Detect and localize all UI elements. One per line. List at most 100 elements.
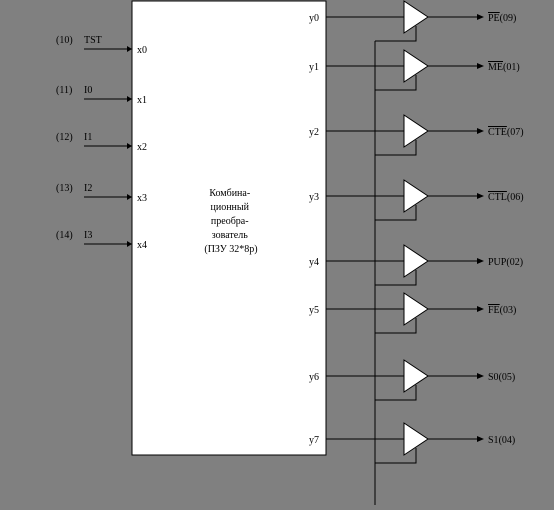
input-x3: (13) I2 x3 <box>56 183 147 204</box>
output-arrowhead-icon <box>477 128 484 134</box>
input-signal-name: TST <box>84 35 102 46</box>
tristate-buffer-icon <box>403 114 429 148</box>
output-y3: y3 CTL(06) <box>309 179 524 221</box>
output-pin-number: (07) <box>507 127 524 138</box>
output-port-label: y1 <box>309 62 319 73</box>
enable-tap-line <box>375 205 417 221</box>
combinational-block <box>131 0 327 456</box>
input-signal-name: I2 <box>84 183 92 194</box>
enable-tap-line <box>375 26 417 42</box>
input-port-label: x1 <box>137 95 147 106</box>
output-arrowhead-icon <box>477 63 484 69</box>
block-caption-line-1: Комбина- <box>209 188 250 199</box>
output-arrowhead-icon <box>477 193 484 199</box>
output-signal-label: S0(05) <box>488 372 515 383</box>
input-arrowhead-icon <box>127 241 132 247</box>
output-pin-number: (03) <box>500 305 517 316</box>
output-signal-label: CTE(07) <box>488 127 524 138</box>
output-arrowhead-icon <box>477 306 484 312</box>
output-signal-name: FE <box>488 305 500 316</box>
output-port-label: y3 <box>309 192 319 203</box>
output-y0: y0 PE(09) <box>309 0 516 42</box>
output-y6: y6 S0(05) <box>309 359 515 401</box>
enable-tap-line <box>375 448 417 464</box>
input-x2: (12) I1 x2 <box>56 132 147 153</box>
output-signal-label: S1(04) <box>488 435 515 446</box>
output-pin-number: (06) <box>507 192 524 203</box>
input-signal-name: I3 <box>84 230 92 241</box>
input-x1: (11) I0 x1 <box>56 85 147 106</box>
tristate-buffer-icon <box>403 0 429 34</box>
output-signal-name: PUP <box>488 257 507 268</box>
output-signal-label: PUP(02) <box>488 257 523 268</box>
enable-tap-line <box>375 75 417 91</box>
tristate-buffer-icon <box>403 422 429 456</box>
output-pin-number: (04) <box>499 435 516 446</box>
output-signal-name: CTL <box>488 192 507 203</box>
output-arrowhead-icon <box>477 436 484 442</box>
enable-tap-line <box>375 318 417 334</box>
input-pin-number: (13) <box>56 183 73 194</box>
output-port-label: y0 <box>309 13 319 24</box>
block-caption-line-5: (ПЗУ 32*8р) <box>204 244 257 255</box>
output-port-label: y6 <box>309 372 319 383</box>
output-pin-number: (01) <box>503 62 520 73</box>
enable-tap-line <box>375 385 417 401</box>
input-pin-number: (11) <box>56 85 72 96</box>
output-port-label: y5 <box>309 305 319 316</box>
block-caption-line-2: ционный <box>211 202 250 213</box>
output-y1: y1 ME(01) <box>309 49 520 91</box>
tristate-buffer-icon <box>403 179 429 213</box>
input-pin-number: (12) <box>56 132 73 143</box>
output-port-label: y2 <box>309 127 319 138</box>
output-y4: y4 PUP(02) <box>309 244 523 286</box>
outputs-layer: y0 PE(09)y1 ME(01)y2 CTE(07)y3 CTL(06)y4 PUP(… <box>309 0 524 464</box>
input-pin-number: (14) <box>56 230 73 241</box>
output-arrowhead-icon <box>477 373 484 379</box>
input-x0: (10) TST x0 <box>56 35 147 56</box>
input-x4: (14) I3 x4 <box>56 230 147 251</box>
output-arrowhead-icon <box>477 258 484 264</box>
output-signal-label: CTL(06) <box>488 192 524 203</box>
output-signal-label: FE(03) <box>488 305 516 316</box>
output-port-label: y7 <box>309 435 319 446</box>
input-signal-name: I0 <box>84 85 92 96</box>
output-signal-name: CTE <box>488 127 507 138</box>
enable-tap-line <box>375 140 417 156</box>
output-pin-number: (09) <box>500 13 517 24</box>
input-arrowhead-icon <box>127 46 132 52</box>
tristate-buffer-icon <box>403 49 429 83</box>
output-signal-name: S1 <box>488 435 499 446</box>
block-caption: Комбина- ционный преобра- зователь (ПЗУ … <box>204 188 257 255</box>
output-y5: y5 FE(03) <box>309 292 516 334</box>
input-signal-name: I1 <box>84 132 92 143</box>
inputs-layer: (10) TST x0 (11) I0 x1 (12) I1 x2 (13) I2 x3 (14) I3 x… <box>56 35 147 251</box>
input-port-label: x4 <box>137 240 147 251</box>
enable-tap-line <box>375 270 417 286</box>
output-signal-label: ME(01) <box>488 62 520 73</box>
input-pin-number: (10) <box>56 35 73 46</box>
tristate-buffer-icon <box>403 292 429 326</box>
input-arrowhead-icon <box>127 194 132 200</box>
tristate-buffer-icon <box>403 359 429 393</box>
block-caption-line-4: зователь <box>212 230 248 241</box>
input-port-label: x2 <box>137 142 147 153</box>
input-arrowhead-icon <box>127 143 132 149</box>
output-port-label: y4 <box>309 257 319 268</box>
output-signal-label: PE(09) <box>488 13 516 24</box>
output-y7: y7 S1(04) <box>309 422 515 464</box>
output-y2: y2 CTE(07) <box>309 114 524 156</box>
output-signal-name: PE <box>488 13 500 24</box>
input-port-label: x0 <box>137 45 147 56</box>
input-port-label: x3 <box>137 193 147 204</box>
output-signal-name: ME <box>488 62 503 73</box>
tristate-buffer-icon <box>403 244 429 278</box>
block-caption-line-3: преобра- <box>211 216 249 227</box>
output-pin-number: (05) <box>499 372 516 383</box>
output-signal-name: S0 <box>488 372 499 383</box>
output-pin-number: (02) <box>506 257 523 268</box>
output-arrowhead-icon <box>477 14 484 20</box>
input-arrowhead-icon <box>127 96 132 102</box>
